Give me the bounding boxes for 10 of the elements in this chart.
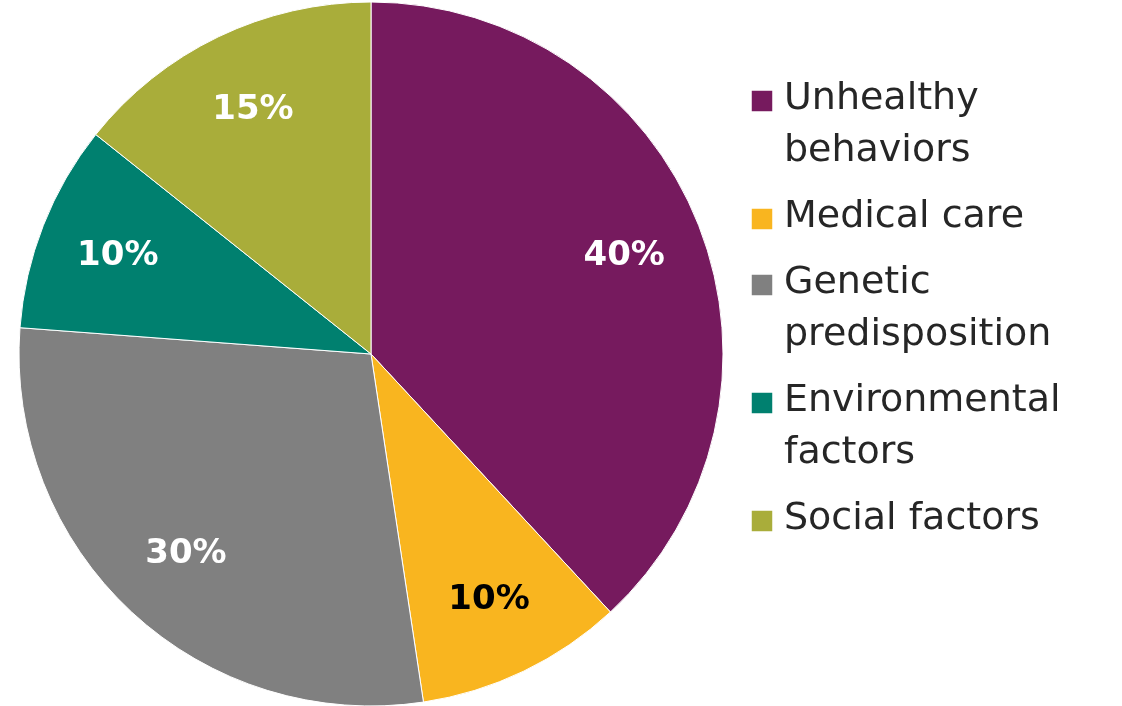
- data-label: 10%: [77, 232, 159, 273]
- legend-label: Genetic predisposition: [784, 258, 1052, 354]
- legend-label: Social factors: [784, 494, 1040, 538]
- legend-label: Medical care: [784, 192, 1025, 236]
- data-label: 15%: [212, 86, 294, 127]
- data-label: 40%: [583, 232, 665, 273]
- legend-label: Environmental factors: [784, 376, 1061, 472]
- data-label: 10%: [448, 577, 530, 618]
- legend-label: Unhealthy behaviors: [784, 74, 979, 170]
- data-label: 30%: [145, 531, 227, 572]
